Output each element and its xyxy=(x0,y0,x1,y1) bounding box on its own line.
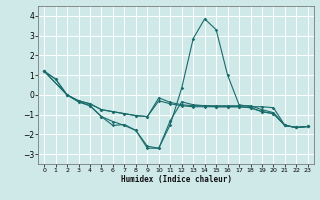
X-axis label: Humidex (Indice chaleur): Humidex (Indice chaleur) xyxy=(121,175,231,184)
